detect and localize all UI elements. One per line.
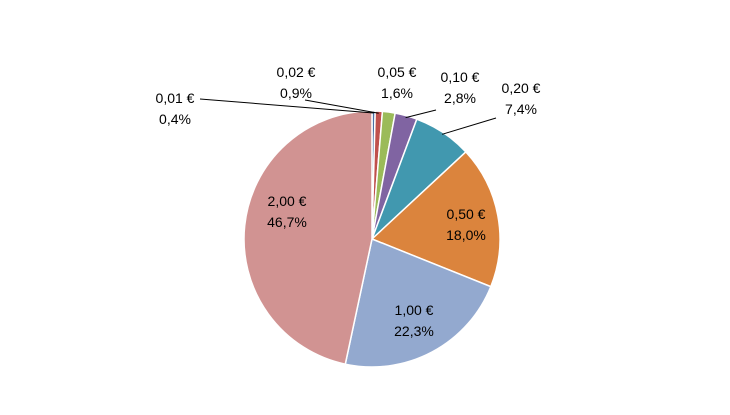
slice-label-3: 0,10 € (441, 69, 480, 85)
slice-percent-5: 18,0% (446, 227, 486, 243)
slice-label-7: 2,00 € (268, 193, 307, 209)
leader-line-3 (405, 109, 437, 119)
pie-slice-5 (370, 150, 501, 288)
slice-percent-2: 1,6% (381, 85, 413, 101)
slice-percent-0: 0,4% (159, 111, 191, 127)
slice-label-1: 0,02 € (277, 64, 316, 80)
leader-line-4 (441, 117, 497, 135)
slice-label-5: 0,50 € (447, 206, 486, 222)
slice-percent-7: 46,7% (267, 214, 307, 230)
slice-percent-4: 7,4% (505, 101, 537, 117)
leader-lines (199, 98, 497, 135)
slice-label-2: 0,05 € (378, 64, 417, 80)
pie-slice-7 (243, 110, 373, 366)
slice-percent-3: 2,8% (444, 90, 476, 106)
pie-slices (243, 110, 501, 368)
slice-label-0: 0,01 € (156, 90, 195, 106)
slice-label-4: 0,20 € (502, 80, 541, 96)
slice-percent-1: 0,9% (280, 85, 312, 101)
slice-label-6: 1,00 € (395, 302, 434, 318)
leader-line-1 (304, 99, 379, 114)
data-labels: 0,01 € 0,4% 0,02 € 0,9% 0,05 € 1,6% 0,10 € 2,8%… (156, 64, 541, 339)
leader-line-0 (199, 98, 374, 114)
slice-percent-6: 22,3% (394, 323, 434, 339)
pie-slice-6 (344, 237, 492, 368)
